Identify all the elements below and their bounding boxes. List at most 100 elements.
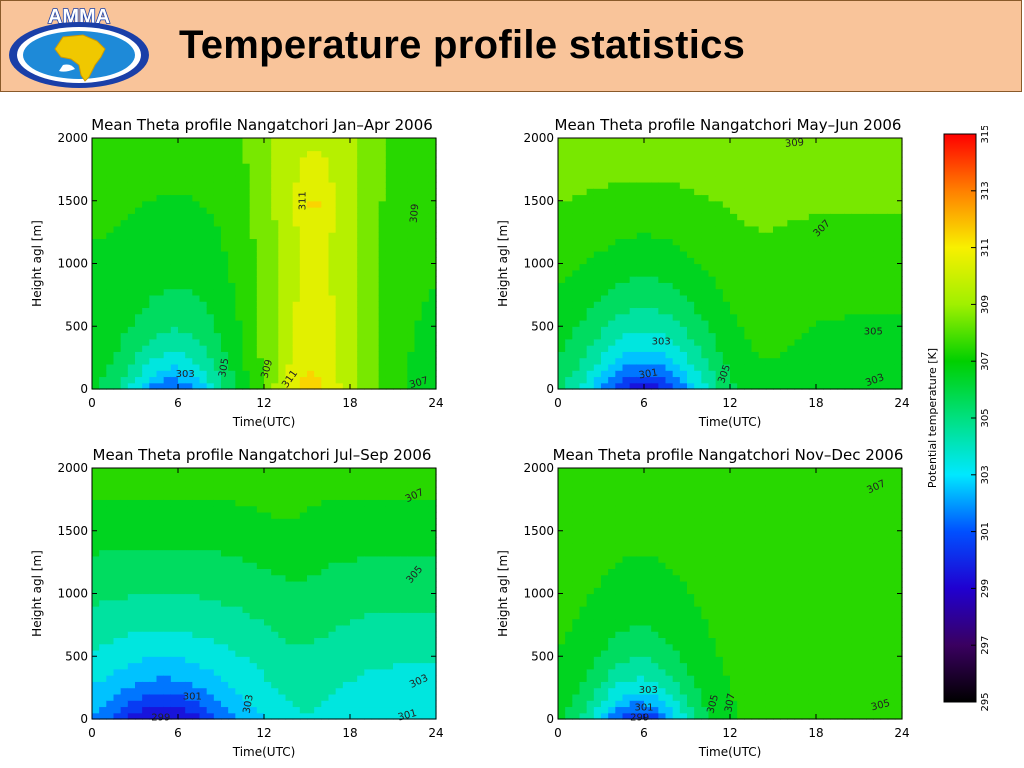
field-cell xyxy=(371,225,380,233)
field-cell xyxy=(156,276,165,283)
field-cell xyxy=(586,376,595,384)
field-cell xyxy=(163,499,172,507)
field-cell xyxy=(773,326,781,334)
field-cell xyxy=(328,244,337,252)
field-cell xyxy=(880,194,889,202)
field-cell xyxy=(371,144,380,152)
field-cell xyxy=(593,163,602,170)
field-cell xyxy=(142,238,150,246)
field-cell xyxy=(120,313,129,321)
field-cell xyxy=(579,244,588,252)
field-cell xyxy=(278,568,287,576)
field-cell xyxy=(636,269,645,277)
field-cell xyxy=(127,637,136,645)
field-cell xyxy=(156,138,165,145)
field-cell xyxy=(149,376,158,384)
field-cell xyxy=(701,307,710,315)
field-cell xyxy=(780,219,788,227)
field-cell xyxy=(264,562,272,570)
field-cell xyxy=(393,307,401,315)
field-cell xyxy=(364,169,373,177)
field-cell xyxy=(421,181,430,189)
field-cell xyxy=(228,675,236,682)
field-cell xyxy=(170,332,179,340)
field-cell xyxy=(651,276,659,283)
field-cell xyxy=(393,288,401,296)
field-cell xyxy=(278,706,287,714)
field-cell xyxy=(421,282,430,290)
field-cell xyxy=(120,188,129,196)
field-cell xyxy=(758,301,767,309)
field-cell xyxy=(715,181,724,189)
field-cell xyxy=(880,288,889,296)
field-cell xyxy=(342,144,351,152)
field-cell xyxy=(127,219,136,227)
field-cell xyxy=(127,207,136,214)
field-cell xyxy=(421,156,430,164)
field-cell xyxy=(170,687,179,695)
field-cell xyxy=(371,363,380,371)
field-cell xyxy=(199,207,208,214)
field-cell xyxy=(385,181,394,189)
field-cell xyxy=(894,169,903,177)
field-cell xyxy=(636,288,645,296)
field-cell xyxy=(92,518,100,526)
field-cell xyxy=(393,169,401,177)
field-cell xyxy=(142,156,150,164)
field-cell xyxy=(773,301,781,309)
field-cell xyxy=(687,332,695,340)
field-cell xyxy=(801,326,810,334)
field-cell xyxy=(242,150,251,158)
field-cell xyxy=(794,288,803,296)
field-cell xyxy=(213,637,222,645)
field-cell xyxy=(192,345,201,352)
field-cell xyxy=(235,486,244,494)
field-cell xyxy=(242,288,251,296)
field-cell xyxy=(615,188,624,196)
field-cell xyxy=(801,263,810,271)
field-cell xyxy=(242,307,251,315)
field-cell xyxy=(558,269,566,277)
field-cell xyxy=(601,194,609,202)
field-cell xyxy=(120,225,129,233)
field-cell xyxy=(163,518,172,526)
field-cell xyxy=(127,163,136,170)
field-cell xyxy=(249,338,258,346)
field-cell xyxy=(701,382,710,390)
field-cell xyxy=(816,225,824,233)
field-cell xyxy=(644,269,652,277)
field-cell xyxy=(113,693,122,701)
field-cell xyxy=(178,357,186,365)
field-cell xyxy=(256,486,265,494)
field-cell xyxy=(808,269,817,277)
field-cell xyxy=(185,301,193,309)
field-cell xyxy=(256,338,265,346)
field-cell xyxy=(758,207,767,214)
field-cell xyxy=(751,363,760,371)
field-cell xyxy=(350,338,358,346)
field-cell xyxy=(780,250,788,258)
field-cell xyxy=(99,238,107,246)
field-cell xyxy=(92,263,100,271)
field-cell xyxy=(120,263,129,271)
field-cell xyxy=(357,200,365,208)
field-cell xyxy=(170,693,179,701)
field-cell xyxy=(385,363,394,371)
chart-title: Mean Theta profile Nangatchori Jan–Apr 2… xyxy=(91,116,433,134)
field-cell xyxy=(127,225,136,233)
field-cell xyxy=(249,144,258,152)
field-cell xyxy=(206,338,215,346)
field-cell xyxy=(206,163,215,170)
field-cell xyxy=(163,207,172,214)
field-cell xyxy=(730,288,738,296)
field-cell xyxy=(421,345,430,352)
field-cell xyxy=(558,313,566,321)
field-cell xyxy=(428,225,437,233)
field-cell xyxy=(106,370,115,378)
field-cell xyxy=(221,150,229,158)
field-cell xyxy=(880,313,889,321)
field-cell xyxy=(221,624,229,632)
field-cell xyxy=(192,631,201,639)
field-cell xyxy=(894,207,903,214)
field-cell xyxy=(264,200,272,208)
